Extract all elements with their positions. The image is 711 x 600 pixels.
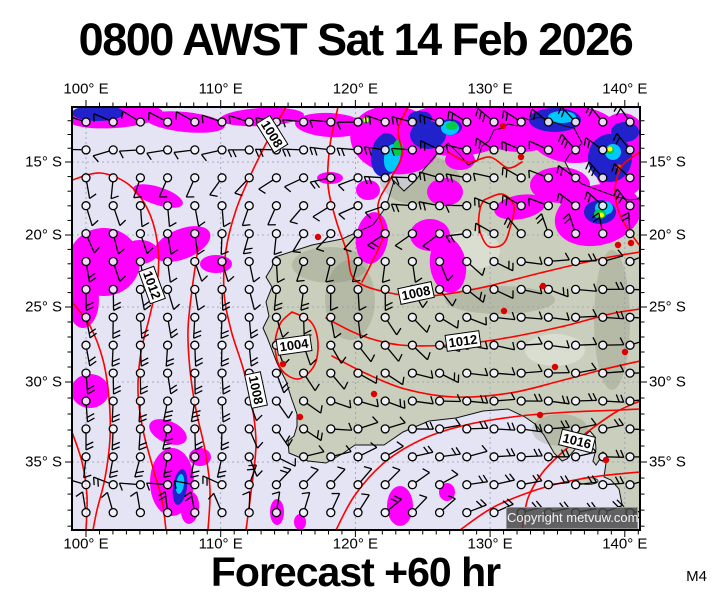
lon-label-bottom: 110° E (198, 535, 243, 553)
station-dot (539, 282, 547, 290)
isobar-line (361, 107, 409, 283)
terrain-highlight (525, 334, 585, 366)
station-dot (314, 233, 322, 241)
station-dot (602, 456, 610, 464)
lat-label-right: 35° S (649, 453, 686, 471)
axis-ticks (65, 100, 647, 537)
station-dot (370, 390, 378, 398)
page-title: 0800 AWST Sat 14 Feb 2026 (78, 14, 634, 65)
station-dot (500, 307, 508, 315)
isobar-line (72, 301, 112, 530)
lat-label-left: 15° S (25, 153, 62, 171)
lon-label-bottom: 140° E (602, 535, 648, 553)
isobar-line (447, 151, 523, 169)
isobar-line (222, 107, 287, 530)
isobar-line (274, 311, 319, 380)
lat-label-left: 35° S (25, 453, 62, 471)
forecast-label: Forecast +60 hr (210, 549, 501, 595)
lon-label-top: 140° E (602, 80, 648, 98)
map-frame (71, 106, 641, 531)
lat-label-right: 25° S (649, 298, 686, 316)
isobar-line (187, 247, 211, 530)
lon-label-top: 110° E (198, 80, 243, 98)
copyright-watermark: Copyright metvuw.com (506, 507, 639, 529)
lat-label-right: 20° S (649, 226, 686, 244)
station-dot (279, 360, 287, 368)
lat-label-right: 30° S (649, 373, 686, 391)
terrain-shading (445, 286, 555, 314)
station-dot (536, 411, 544, 419)
lat-label-right: 15° S (649, 153, 686, 171)
station-dot (551, 363, 559, 371)
station-dot (517, 153, 525, 161)
lon-label-bottom: 130° E (467, 535, 513, 553)
station-dot (627, 239, 635, 247)
wind-barbs (72, 107, 640, 518)
lon-label-top: 130° E (467, 80, 513, 98)
lat-label-left: 20° S (25, 226, 62, 244)
isobar-line (477, 193, 516, 249)
station-dot (499, 122, 507, 130)
map-canvas (72, 107, 640, 530)
lat-label-left: 30° S (25, 373, 62, 391)
lon-label-bottom: 120° E (332, 535, 378, 553)
station-dot (296, 413, 304, 421)
isobar-line (326, 107, 640, 298)
lon-label-bottom: 100° E (63, 535, 109, 553)
isobar-line (72, 172, 167, 530)
lat-label-left: 25° S (25, 298, 62, 316)
australia-landmass (263, 117, 640, 518)
station-dot (621, 348, 629, 356)
isobar-line (521, 400, 640, 530)
model-code: M4 (686, 568, 707, 585)
lon-label-top: 120° E (332, 80, 378, 98)
station-dot (614, 241, 622, 249)
lon-label-top: 100° E (63, 80, 109, 98)
isobar-line (335, 408, 640, 530)
